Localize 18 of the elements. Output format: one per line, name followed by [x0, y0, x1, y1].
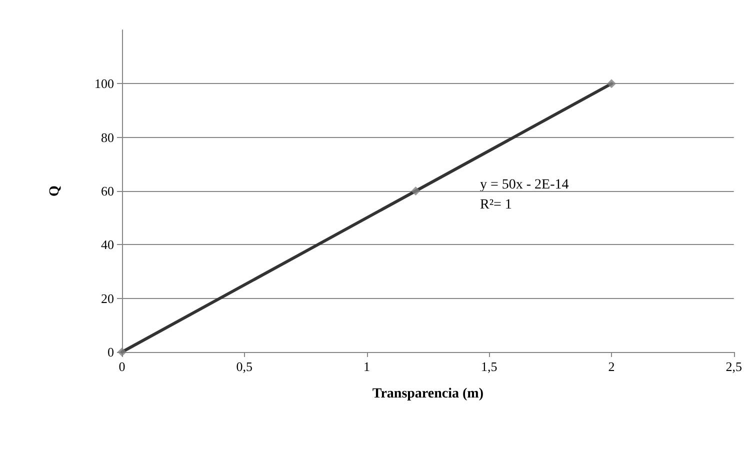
y-axis-title: Q: [48, 185, 62, 196]
y-tick-label: 20: [101, 290, 114, 306]
y-tick-label: 40: [101, 237, 114, 252]
annotation: y = 50x - 2E-14: [480, 178, 569, 192]
x-tick-label: 1,5: [481, 359, 498, 374]
point: [607, 79, 616, 88]
x-axis-title: Transparencia (m): [372, 386, 484, 402]
y-tick-label: 0: [108, 344, 114, 360]
point: [411, 186, 420, 196]
y-tick-label: 100: [94, 76, 114, 92]
x-tick-label: 2: [608, 359, 615, 374]
x-tick-label: 0,5: [236, 359, 252, 374]
y-tick-label: 60: [101, 184, 114, 198]
x-tick-label: 2,5: [726, 359, 742, 374]
y-tick-label: 80: [101, 130, 114, 145]
x-tick-label: 1: [364, 359, 370, 374]
annotation: R²= 1: [480, 198, 512, 212]
x-tick-label: 0: [118, 359, 126, 374]
